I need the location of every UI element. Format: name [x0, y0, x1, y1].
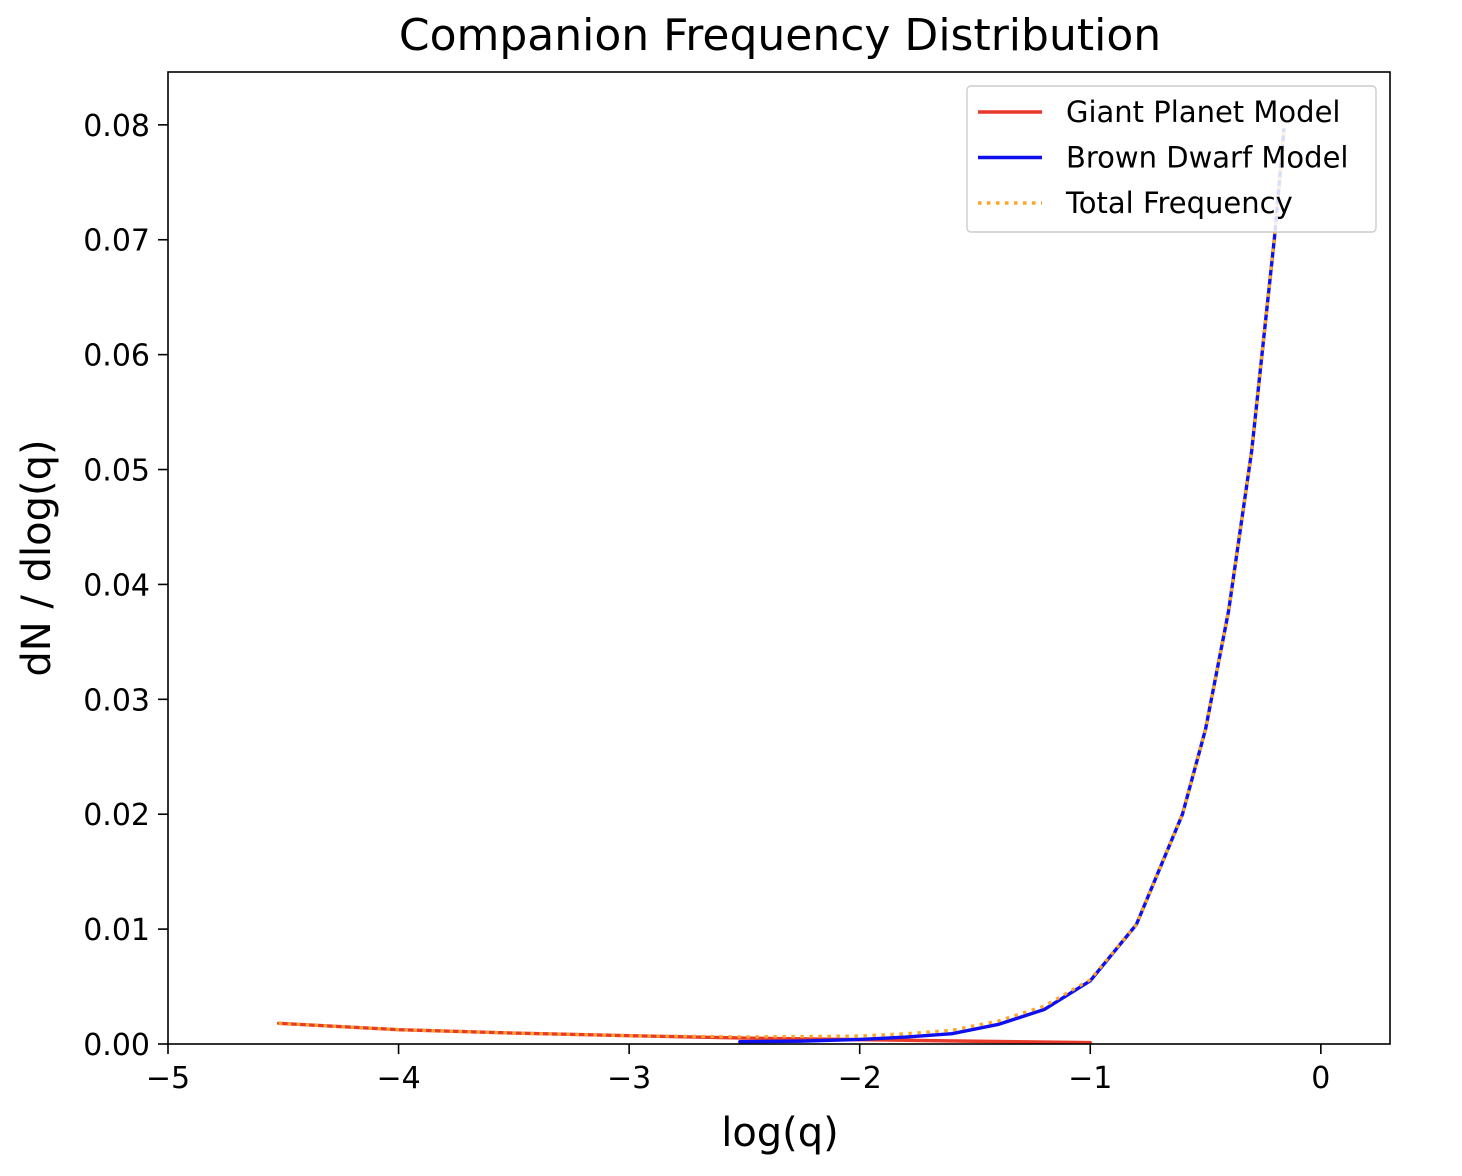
y-axis-ticks: 0.00 0.01 0.02 0.03 0.04 0.05 0.06 0.07 0.08	[83, 109, 168, 1063]
x-axis-ticks: −5 −4 −3 −2 −1 0	[146, 1044, 1330, 1096]
series-line-2	[738, 127, 1286, 1044]
legend: Giant Planet Model Brown Dwarf Model Total…	[966, 85, 1377, 233]
x-tick-label: −5	[146, 1061, 190, 1096]
legend-label-1: Giant Planet Model	[1066, 95, 1340, 129]
legend-box	[966, 85, 1377, 233]
y-tick-label: 0.08	[83, 109, 150, 144]
series-line-1	[276, 1021, 1092, 1044]
y-tick-label: 0.04	[83, 568, 150, 603]
x-tick-label: −4	[376, 1061, 420, 1096]
y-tick-label: 0.07	[83, 224, 150, 259]
legend-label-3: Total Frequency	[1065, 186, 1293, 220]
y-tick-label: 0.03	[83, 683, 150, 718]
series-line-3	[278, 129, 1286, 1039]
chart-title: Companion Frequency Distribution	[399, 10, 1161, 61]
plot-area-frame	[167, 71, 1391, 1045]
y-tick-label: 0.01	[83, 913, 150, 948]
y-tick-label: 0.00	[83, 1028, 150, 1063]
y-tick-label: 0.06	[83, 339, 150, 374]
x-tick-label: −2	[838, 1061, 882, 1096]
x-tick-label: −1	[1068, 1061, 1112, 1096]
x-axis-label: log(q)	[721, 1110, 839, 1156]
y-tick-label: 0.05	[83, 454, 150, 489]
x-tick-label: 0	[1311, 1061, 1330, 1096]
y-tick-label: 0.02	[83, 798, 150, 833]
x-tick-label: −3	[607, 1061, 651, 1096]
y-axis-label: dN / dlog(q)	[14, 439, 60, 676]
series-layer	[276, 127, 1286, 1044]
legend-label-2: Brown Dwarf Model	[1066, 141, 1348, 175]
